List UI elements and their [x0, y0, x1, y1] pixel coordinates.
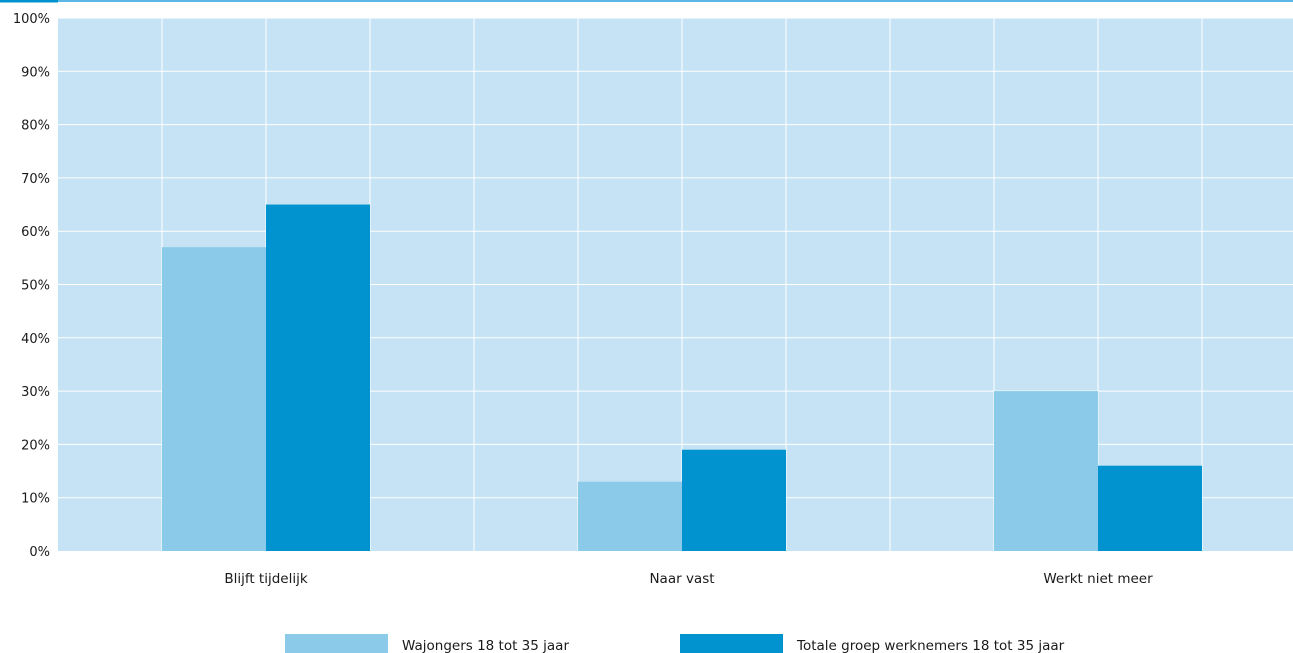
- category-label: Werkt niet meer: [1043, 571, 1153, 587]
- y-tick-label: 80%: [21, 119, 50, 134]
- y-tick-label: 100%: [13, 12, 50, 27]
- y-tick-label: 30%: [21, 385, 50, 400]
- bar: [1098, 465, 1202, 551]
- y-tick-label: 10%: [21, 492, 50, 507]
- y-tick-label: 90%: [21, 65, 50, 80]
- y-tick-label: 70%: [21, 172, 50, 187]
- bars: [162, 204, 1202, 552]
- legend: Wajongers 18 tot 35 jaar Totale groep wer…: [285, 634, 1065, 653]
- bar: [266, 204, 370, 552]
- y-tick-label: 20%: [21, 438, 50, 453]
- bar: [162, 247, 266, 551]
- legend-label: Wajongers 18 tot 35 jaar: [402, 638, 569, 653]
- category-labels: Blijft tijdelijk Naar vast Werkt niet meer: [224, 571, 1153, 587]
- bar: [994, 391, 1098, 551]
- bar: [682, 449, 786, 551]
- bar: [578, 481, 682, 551]
- y-tick-label: 0%: [29, 545, 50, 560]
- category-label: Blijft tijdelijk: [224, 571, 308, 587]
- y-tick-labels: 0% 10% 20% 30% 40% 50% 60% 70% 80% 90% 100%: [13, 12, 50, 560]
- legend-swatch: [285, 634, 388, 653]
- y-tick-label: 50%: [21, 279, 50, 294]
- legend-swatch: [680, 634, 783, 653]
- y-tick-label: 40%: [21, 332, 50, 347]
- y-tick-label: 60%: [21, 225, 50, 240]
- category-label: Naar vast: [649, 571, 714, 587]
- legend-label: Totale groep werknemers 18 tot 35 jaar: [796, 638, 1065, 653]
